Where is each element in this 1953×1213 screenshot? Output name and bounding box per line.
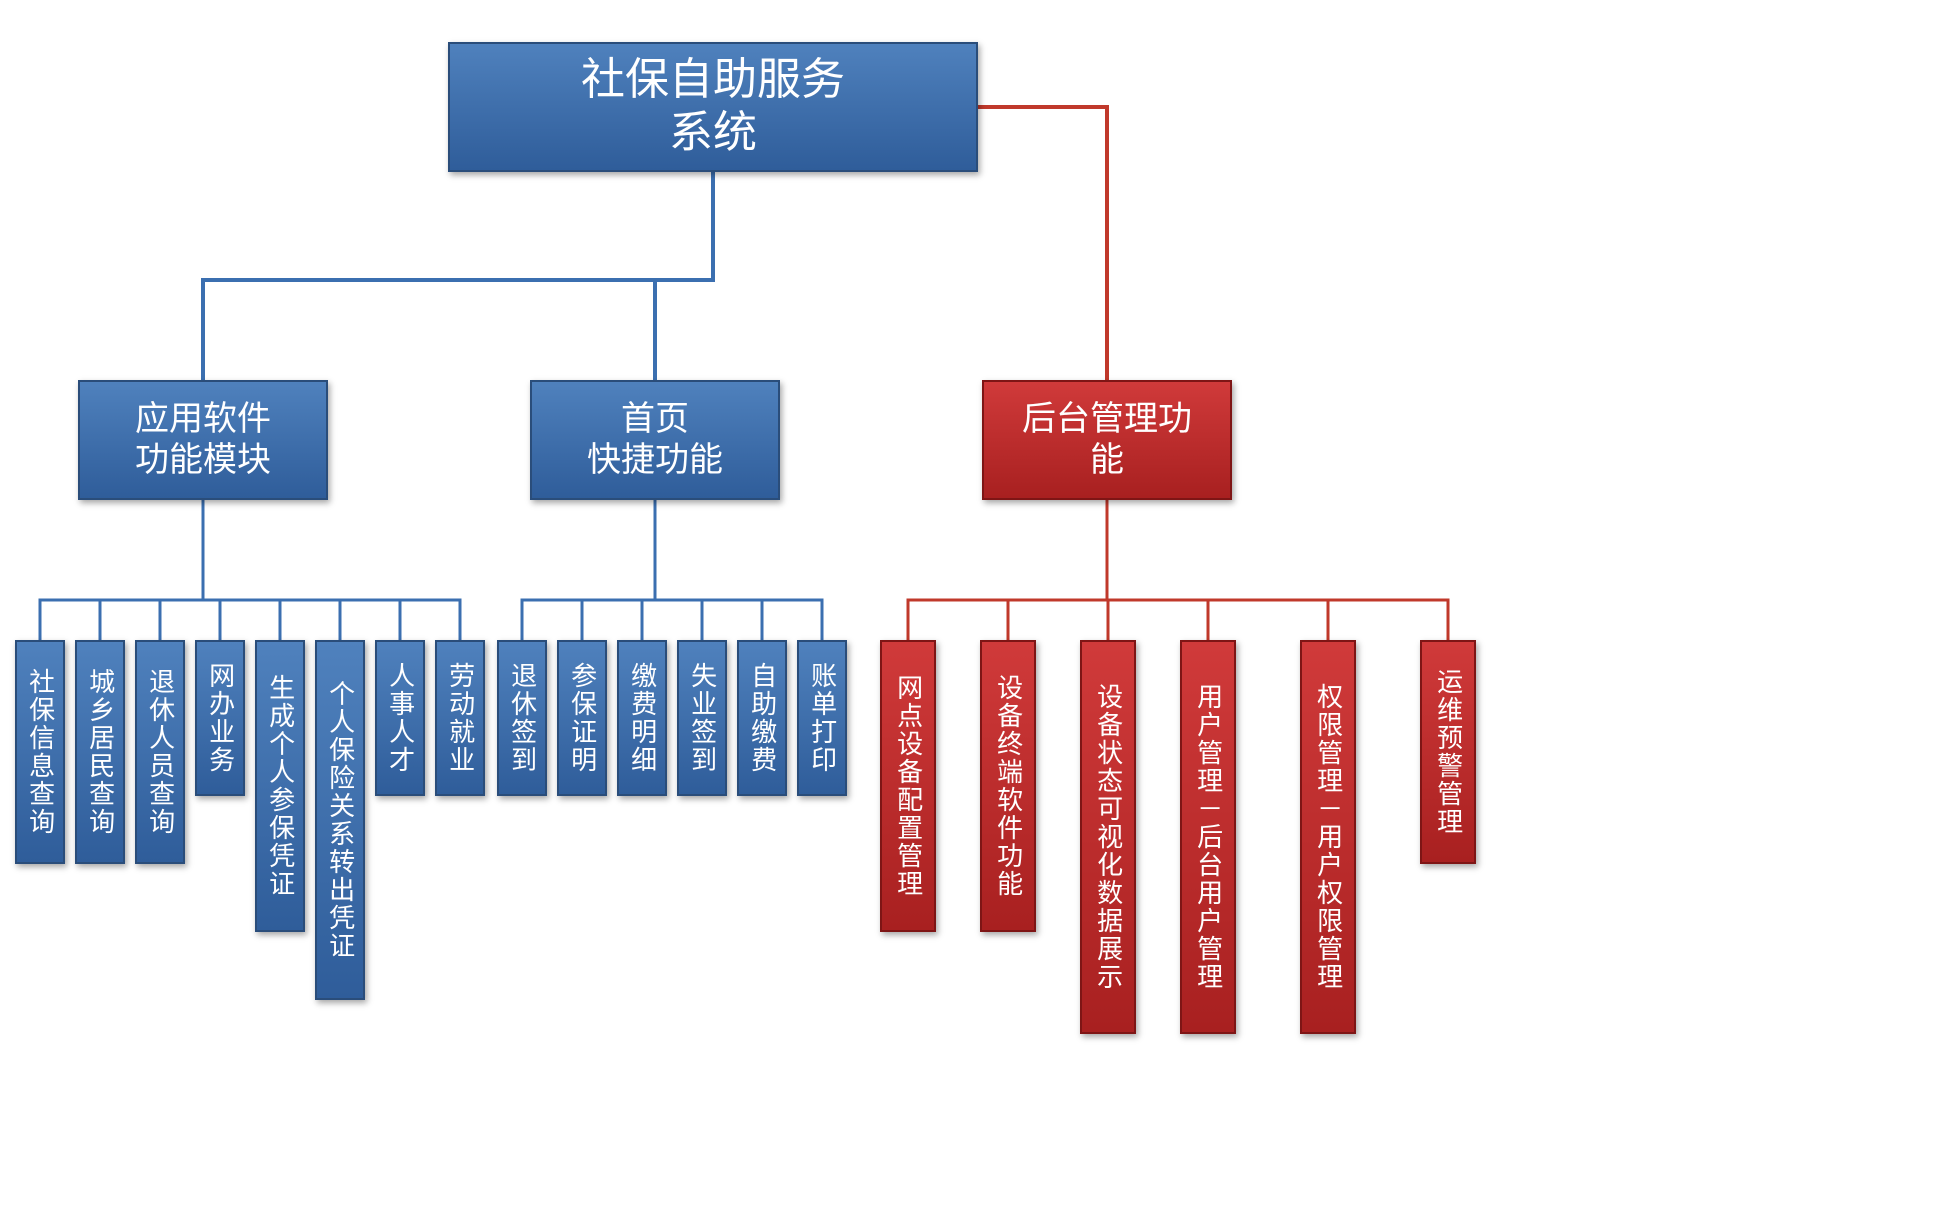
leaf-node-0-4-label: 生成个人参保凭证 [264, 674, 295, 898]
leaf-node-2-5-label: 运维预警管理 [1432, 668, 1463, 836]
leaf-node-0-3: 网办业务 [195, 640, 245, 796]
org-chart-canvas: 社保自助服务 系统应用软件 功能模块社保信息查询城乡居民查询退休人员查询网办业务… [0, 0, 1953, 1213]
leaf-node-0-7: 劳动就业 [435, 640, 485, 796]
leaf-node-0-3-label: 网办业务 [204, 662, 235, 774]
leaf-node-0-5: 个人保险关系转出凭证 [315, 640, 365, 1000]
leaf-node-2-1-label: 设备终端软件功能 [992, 674, 1023, 898]
leaf-node-2-4-label: 权限管理－用户权限管理 [1312, 683, 1343, 991]
leaf-node-0-2-label: 退休人员查询 [144, 668, 175, 836]
leaf-node-1-4: 自助缴费 [737, 640, 787, 796]
leaf-node-1-2: 缴费明细 [617, 640, 667, 796]
leaf-node-0-1-label: 城乡居民查询 [84, 668, 115, 836]
leaf-node-0-0: 社保信息查询 [15, 640, 65, 864]
leaf-node-2-4: 权限管理－用户权限管理 [1300, 640, 1356, 1034]
connector-layer [0, 0, 1953, 1213]
leaf-node-1-5-label: 账单打印 [806, 662, 837, 774]
leaf-node-1-1: 参保证明 [557, 640, 607, 796]
leaf-node-2-2-label: 设备状态可视化数据展示 [1092, 683, 1123, 991]
leaf-node-1-3: 失业签到 [677, 640, 727, 796]
leaf-node-0-5-label: 个人保险关系转出凭证 [324, 680, 355, 960]
leaf-node-1-5: 账单打印 [797, 640, 847, 796]
leaf-node-2-3-label: 用户管理－后台用户管理 [1192, 683, 1223, 991]
leaf-node-2-3: 用户管理－后台用户管理 [1180, 640, 1236, 1034]
branch-node-0: 应用软件 功能模块 [78, 380, 328, 500]
leaf-node-2-0-label: 网点设备配置管理 [892, 674, 923, 898]
leaf-node-1-2-label: 缴费明细 [626, 662, 657, 774]
branch-node-2: 后台管理功 能 [982, 380, 1232, 500]
branch-node-2-label: 后台管理功 能 [1022, 399, 1192, 481]
branch-node-1: 首页 快捷功能 [530, 380, 780, 500]
leaf-node-1-0-label: 退休签到 [506, 662, 537, 774]
leaf-node-1-4-label: 自助缴费 [746, 662, 777, 774]
leaf-node-0-2: 退休人员查询 [135, 640, 185, 864]
branch-node-0-label: 应用软件 功能模块 [135, 399, 271, 481]
leaf-node-1-3-label: 失业签到 [686, 662, 717, 774]
leaf-node-0-6: 人事人才 [375, 640, 425, 796]
leaf-node-0-4: 生成个人参保凭证 [255, 640, 305, 932]
leaf-node-0-0-label: 社保信息查询 [24, 668, 55, 836]
leaf-node-1-0: 退休签到 [497, 640, 547, 796]
leaf-node-2-5: 运维预警管理 [1420, 640, 1476, 864]
branch-node-1-label: 首页 快捷功能 [587, 399, 723, 481]
root-node: 社保自助服务 系统 [448, 42, 978, 172]
leaf-node-1-1-label: 参保证明 [566, 662, 597, 774]
leaf-node-0-7-label: 劳动就业 [444, 662, 475, 774]
leaf-node-2-1: 设备终端软件功能 [980, 640, 1036, 932]
leaf-node-0-6-label: 人事人才 [384, 662, 415, 774]
root-node-label: 社保自助服务 系统 [581, 54, 845, 160]
leaf-node-0-1: 城乡居民查询 [75, 640, 125, 864]
leaf-node-2-0: 网点设备配置管理 [880, 640, 936, 932]
leaf-node-2-2: 设备状态可视化数据展示 [1080, 640, 1136, 1034]
